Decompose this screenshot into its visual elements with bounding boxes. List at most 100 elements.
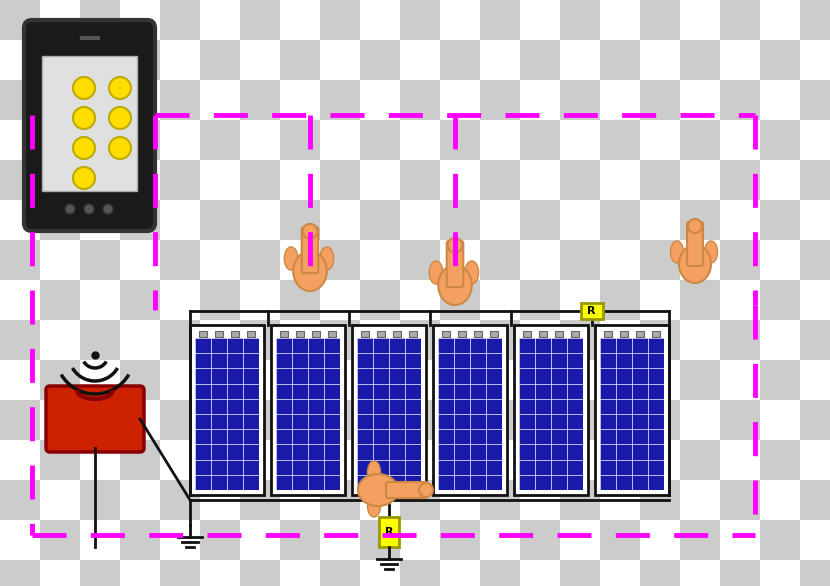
Bar xyxy=(480,160,520,200)
Bar xyxy=(640,480,680,520)
Bar xyxy=(215,331,223,337)
Bar xyxy=(480,360,520,400)
Ellipse shape xyxy=(358,474,398,506)
Bar xyxy=(760,520,800,560)
Bar xyxy=(680,240,720,280)
Bar xyxy=(120,80,160,120)
FancyBboxPatch shape xyxy=(24,20,155,231)
Bar xyxy=(280,240,320,280)
Bar xyxy=(352,325,426,495)
Bar xyxy=(560,280,600,320)
Bar xyxy=(42,56,137,191)
Bar xyxy=(328,331,336,337)
Bar xyxy=(160,400,200,440)
Bar xyxy=(280,200,320,240)
Bar xyxy=(231,331,239,337)
Bar xyxy=(240,400,280,440)
Circle shape xyxy=(447,238,462,253)
Bar xyxy=(400,80,440,120)
Bar xyxy=(160,320,200,360)
Bar xyxy=(600,440,640,480)
Bar xyxy=(0,360,40,400)
Bar xyxy=(600,40,640,80)
Bar xyxy=(760,400,800,440)
Bar xyxy=(640,120,680,160)
Bar xyxy=(760,320,800,360)
Bar xyxy=(80,480,120,520)
Bar xyxy=(480,320,520,360)
Bar xyxy=(480,80,520,120)
Bar xyxy=(0,120,40,160)
Bar xyxy=(40,160,80,200)
Circle shape xyxy=(109,137,131,159)
Circle shape xyxy=(84,204,94,214)
Bar xyxy=(800,0,830,40)
Bar xyxy=(520,200,560,240)
Bar xyxy=(240,440,280,480)
Bar xyxy=(360,40,400,80)
Bar xyxy=(80,80,120,120)
Bar xyxy=(195,338,259,490)
Bar xyxy=(240,240,280,280)
Bar xyxy=(760,360,800,400)
Bar xyxy=(320,80,360,120)
Bar xyxy=(760,200,800,240)
FancyBboxPatch shape xyxy=(46,386,144,452)
Bar xyxy=(720,0,760,40)
Bar xyxy=(40,280,80,320)
Ellipse shape xyxy=(705,241,717,263)
Bar xyxy=(40,200,80,240)
Bar xyxy=(280,400,320,440)
Bar xyxy=(720,80,760,120)
Bar xyxy=(160,120,200,160)
Bar xyxy=(280,120,320,160)
Ellipse shape xyxy=(679,245,711,283)
Bar xyxy=(120,0,160,40)
Bar xyxy=(600,400,640,440)
Bar xyxy=(409,331,417,337)
Bar xyxy=(800,320,830,360)
Bar xyxy=(0,160,40,200)
Bar xyxy=(120,40,160,80)
Bar xyxy=(636,331,644,337)
Bar xyxy=(560,80,600,120)
Bar xyxy=(120,160,160,200)
Bar xyxy=(280,40,320,80)
Bar xyxy=(400,440,440,480)
Bar xyxy=(160,160,200,200)
Bar xyxy=(80,120,120,160)
FancyBboxPatch shape xyxy=(301,227,318,273)
Bar xyxy=(800,520,830,560)
Bar xyxy=(520,440,560,480)
Bar xyxy=(520,280,560,320)
FancyBboxPatch shape xyxy=(447,241,463,287)
Bar xyxy=(571,331,579,337)
Bar xyxy=(280,560,320,586)
Bar xyxy=(680,520,720,560)
Bar xyxy=(0,200,40,240)
Bar xyxy=(271,325,345,495)
Bar xyxy=(520,320,560,360)
Bar xyxy=(200,80,240,120)
Bar xyxy=(40,400,80,440)
Bar xyxy=(80,160,120,200)
Bar xyxy=(320,520,360,560)
Bar xyxy=(560,480,600,520)
Bar xyxy=(640,560,680,586)
Bar xyxy=(600,240,640,280)
Bar xyxy=(200,480,240,520)
Bar xyxy=(400,480,440,520)
Bar xyxy=(80,200,120,240)
Bar xyxy=(200,520,240,560)
Bar xyxy=(240,360,280,400)
Bar xyxy=(760,0,800,40)
Bar xyxy=(0,560,40,586)
Bar xyxy=(600,80,640,120)
Bar xyxy=(160,480,200,520)
Bar xyxy=(200,360,240,400)
Bar xyxy=(393,331,401,337)
Bar xyxy=(440,240,480,280)
Bar xyxy=(600,480,640,520)
Bar xyxy=(276,338,340,490)
Bar xyxy=(514,325,588,495)
